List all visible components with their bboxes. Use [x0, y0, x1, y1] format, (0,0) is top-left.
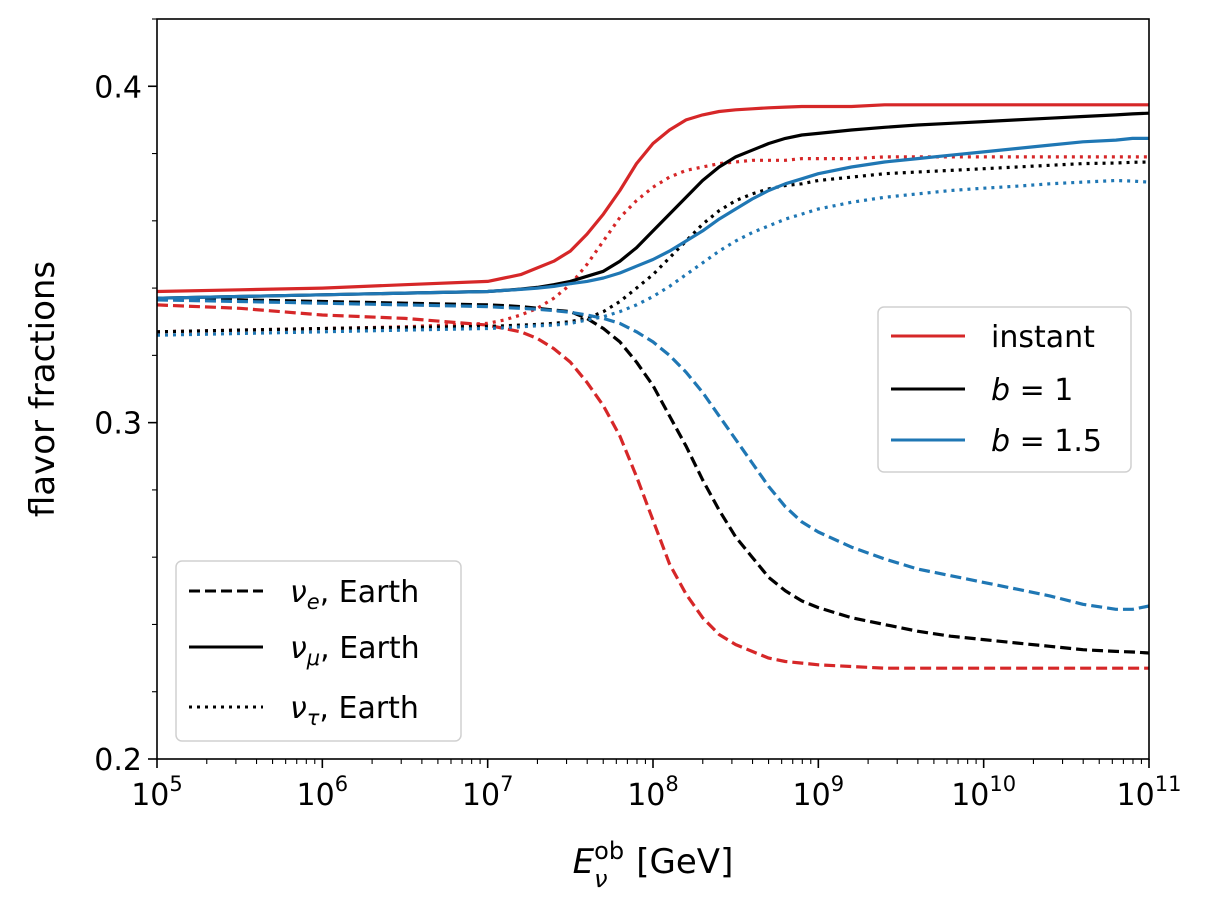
legend-nu-mu-sub: μ [306, 646, 320, 670]
series-line-instant-nu-tau [156, 155, 1149, 334]
x-axis-title-sup: ob [594, 837, 624, 865]
legend-label-nu-e: νe, Earth [290, 575, 419, 614]
x-tick-base: 10 [131, 778, 169, 813]
legend-models: instant b = 1 b = 1.5 [877, 306, 1132, 473]
legend-nu-e-sym: ν [290, 575, 307, 610]
legend-nu-e-sub: e [307, 590, 320, 614]
x-tick-exponent: 8 [665, 772, 678, 796]
legend-label-b1: b = 1 [991, 373, 1073, 408]
y-tick-label: 0.4 [94, 70, 142, 105]
series-layer [156, 103, 1150, 670]
legend-flavors: νe, Earth νμ, Earth ντ, Earth [175, 560, 462, 742]
legend-flavors-box [175, 560, 462, 742]
x-tick-base: 10 [297, 778, 335, 813]
x-axis-title-base: E [573, 842, 595, 882]
x-tick-exponent: 7 [500, 772, 513, 796]
x-tick-base: 10 [627, 778, 665, 813]
legend-label-b15-var: b [991, 424, 1010, 459]
series-line-b15-nu-tau [156, 178, 1150, 337]
x-tick-label: 109 [793, 772, 845, 813]
legend-nu-tau-sym: ν [290, 691, 307, 726]
legend-models-box [877, 306, 1132, 473]
series-line-instant-nu-mu [156, 103, 1149, 294]
series-line-b15-nu-e [156, 298, 1150, 611]
x-axis-title-unit: [GeV] [625, 842, 733, 882]
x-tick-label: 107 [462, 772, 514, 813]
series-line-b15-nu-mu [156, 136, 1149, 300]
x-tick-base: 10 [1117, 778, 1155, 813]
legend-label-b15-rest: = 1.5 [1010, 424, 1102, 459]
x-tick-base: 10 [951, 778, 989, 813]
legend-nu-tau-sub: τ [307, 706, 320, 730]
y-tick-label: 0.2 [94, 743, 142, 778]
x-tick-exponent: 5 [169, 772, 182, 796]
legend-nu-mu-sym: ν [290, 631, 307, 666]
legend-label-instant: instant [991, 320, 1095, 355]
ticks-layer [148, 18, 1150, 768]
legend-nu-tau-rest: , Earth [319, 691, 419, 726]
x-tick-exponent: 10 [989, 772, 1016, 796]
legend-nu-e-rest: , Earth [320, 575, 420, 610]
legend-label-nu-tau: ντ, Earth [290, 691, 419, 730]
legend-label-b1-rest: = 1 [1010, 373, 1073, 408]
x-tick-label: 108 [627, 772, 679, 813]
x-tick-label: 1010 [951, 772, 1016, 813]
y-tick-label: 0.3 [94, 407, 142, 442]
series-line-instant-nu-e [156, 303, 1149, 670]
series-line-b1-nu-mu [156, 111, 1150, 300]
legend-label-b1-var: b [991, 373, 1010, 408]
series-line-b1-nu-e [156, 296, 1150, 655]
x-tick-label: 1011 [1117, 772, 1182, 813]
y-axis-title: flavor fractions [23, 261, 63, 517]
legend-nu-mu-rest: , Earth [320, 631, 420, 666]
x-tick-base: 10 [462, 778, 500, 813]
x-tick-label: 106 [297, 772, 349, 813]
x-tick-label: 105 [131, 772, 183, 813]
series-line-b1-nu-tau [156, 160, 1150, 334]
legend-label-nu-mu: νμ, Earth [290, 631, 420, 670]
x-axis-title-sub: ν [594, 865, 607, 893]
x-tick-exponent: 11 [1155, 772, 1182, 796]
x-tick-base: 10 [793, 778, 831, 813]
x-tick-exponent: 9 [831, 772, 844, 796]
x-axis-title: Eob ν [GeV] [573, 837, 734, 893]
legend-label-b15: b = 1.5 [991, 424, 1102, 459]
x-tick-exponent: 6 [335, 772, 348, 796]
